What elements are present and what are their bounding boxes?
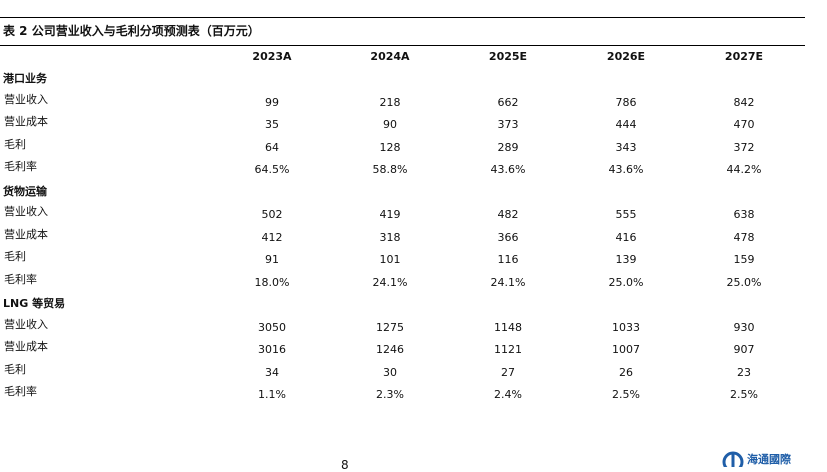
cell: 128 <box>379 140 401 154</box>
cell: 99 <box>265 95 279 109</box>
row-label: 营业收入 <box>4 205 48 218</box>
cell: 64.5% <box>254 163 290 176</box>
cell: 1033 <box>612 320 640 334</box>
cell: 91 <box>265 253 279 266</box>
cell: 842 <box>733 95 755 109</box>
cell: 34 <box>265 365 279 379</box>
row-label: 营业收入 <box>4 92 48 106</box>
cell: 318 <box>379 230 401 244</box>
cell: 1007 <box>612 343 640 356</box>
row-label: 营业收入 <box>4 317 48 331</box>
cell: 2.3% <box>376 388 404 401</box>
cell: 470 <box>733 118 755 131</box>
logo-icon <box>722 451 744 467</box>
cell: 1.1% <box>258 388 286 401</box>
cell: 218 <box>379 95 401 109</box>
cell: 18.0% <box>254 275 290 289</box>
cell: 116 <box>497 253 519 266</box>
column-header: 2025E <box>488 50 528 63</box>
header-rule <box>0 45 805 46</box>
cell: 44.2% <box>726 163 762 176</box>
cell: 2.4% <box>494 388 522 401</box>
row-label: 营业成本 <box>4 227 48 241</box>
cell: 1148 <box>494 320 522 334</box>
cell: 30 <box>383 365 397 379</box>
cell: 1121 <box>494 343 522 356</box>
section-title: 货物运输 <box>3 184 47 198</box>
cell: 412 <box>261 230 283 244</box>
cell: 372 <box>733 140 755 154</box>
cell: 43.6% <box>490 163 526 176</box>
cell: 366 <box>497 230 519 244</box>
cell: 26 <box>619 365 633 379</box>
cell: 24.1% <box>490 275 526 289</box>
cell: 24.1% <box>372 275 408 289</box>
cell: 43.6% <box>608 163 644 176</box>
cell: 419 <box>379 208 401 221</box>
row-label: 毛利 <box>4 250 26 263</box>
row-label: 毛利 <box>4 137 26 151</box>
cell: 502 <box>261 208 283 221</box>
cell: 907 <box>733 343 755 356</box>
cell: 343 <box>615 140 637 154</box>
cell: 139 <box>615 253 637 266</box>
column-header: 2023A <box>252 50 292 63</box>
cell: 25.0% <box>608 275 644 289</box>
row-label: 毛利率 <box>4 160 37 173</box>
top-rule <box>0 17 805 18</box>
cell: 64 <box>265 140 279 154</box>
cell: 930 <box>733 320 755 334</box>
cell: 3050 <box>258 320 286 334</box>
column-header: 2024A <box>370 50 410 63</box>
cell: 289 <box>497 140 519 154</box>
row-label: 毛利率 <box>4 272 37 286</box>
cell: 638 <box>733 208 755 221</box>
cell: 25.0% <box>726 275 762 289</box>
cell: 478 <box>733 230 755 244</box>
cell: 1246 <box>376 343 404 356</box>
cell: 3016 <box>258 343 286 356</box>
row-label: 毛利 <box>4 362 26 376</box>
cell: 662 <box>497 95 519 109</box>
cell: 101 <box>379 253 401 266</box>
cell: 555 <box>615 208 637 221</box>
column-header: 2027E <box>724 50 764 63</box>
cell: 35 <box>265 118 279 131</box>
cell: 1275 <box>376 320 404 334</box>
cell: 2.5% <box>730 388 758 401</box>
section-title: LNG 等贸易 <box>3 297 66 310</box>
cell: 416 <box>615 230 637 244</box>
column-header: 2026E <box>606 50 646 63</box>
cell: 2.5% <box>612 388 640 401</box>
cell: 23 <box>737 365 751 379</box>
row-label: 毛利率 <box>4 385 37 398</box>
cell: 90 <box>383 118 397 131</box>
cell: 27 <box>501 365 515 379</box>
cell: 786 <box>615 95 637 109</box>
cell: 58.8% <box>372 163 408 176</box>
row-label: 营业成本 <box>4 115 48 128</box>
section-title: 港口业务 <box>3 72 47 85</box>
logo-text: 海通國際 <box>747 453 791 466</box>
cell: 444 <box>615 118 637 131</box>
cell: 159 <box>733 253 755 266</box>
page-number: 8 <box>341 458 349 472</box>
cell: 373 <box>497 118 519 131</box>
cell: 482 <box>497 208 519 221</box>
table-title: 表 2 公司营业收入与毛利分项预测表（百万元） <box>3 24 260 38</box>
row-label: 营业成本 <box>4 340 48 353</box>
